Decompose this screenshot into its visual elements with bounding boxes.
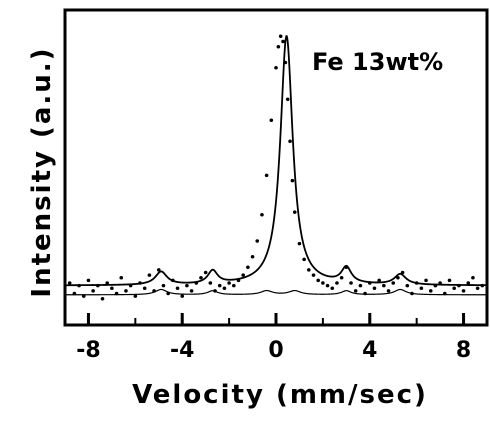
x-tick-label: 0 — [268, 338, 283, 363]
data-point — [290, 178, 295, 183]
data-point — [302, 257, 306, 262]
y-axis-title: Intensity (a.u.) — [27, 46, 57, 297]
data-point — [471, 275, 475, 280]
data-point — [386, 289, 391, 293]
data-point — [475, 286, 480, 291]
data-point — [335, 281, 339, 285]
data-point — [466, 281, 471, 285]
data-point — [180, 294, 185, 298]
data-point — [372, 286, 377, 291]
data-point — [321, 281, 325, 285]
data-point — [222, 286, 227, 291]
data-point — [358, 283, 363, 288]
data-point — [147, 273, 152, 277]
data-point — [189, 289, 194, 293]
x-tick-label: 4 — [362, 338, 377, 363]
data-point — [452, 286, 456, 291]
data-point — [124, 289, 128, 293]
data-point — [105, 281, 109, 285]
data-point — [316, 278, 321, 283]
data-point — [382, 283, 386, 288]
data-point — [297, 241, 302, 246]
data-point — [428, 289, 433, 293]
data-point — [281, 39, 285, 44]
data-point — [227, 281, 231, 285]
x-axis-tick-labels: -8 -4 0 4 8 — [76, 338, 471, 363]
data-point — [396, 275, 400, 280]
data-point — [208, 281, 213, 285]
data-point — [353, 289, 358, 293]
data-point — [203, 270, 208, 275]
data-point — [133, 294, 138, 298]
data-point — [199, 275, 203, 280]
x-axis-ticks — [86, 313, 466, 325]
x-tick-label: -8 — [76, 338, 100, 363]
data-point — [100, 296, 105, 301]
data-point — [424, 278, 428, 283]
data-point — [405, 283, 410, 288]
data-point — [278, 34, 283, 39]
fit-curve — [65, 35, 487, 287]
data-point — [274, 65, 278, 70]
x-axis-title: Velocity (mm/sec) — [132, 380, 428, 410]
fit-curves — [65, 35, 487, 296]
annotation-label: Fe 13wt% — [312, 48, 443, 76]
data-point — [260, 212, 264, 217]
data-point — [311, 273, 316, 277]
data-point — [161, 283, 166, 288]
data-point — [91, 289, 95, 293]
data-point — [447, 278, 452, 283]
data-point — [110, 286, 114, 291]
data-point — [156, 268, 161, 272]
data-point — [241, 273, 245, 277]
data-point — [119, 275, 124, 280]
x-tick-label: 8 — [456, 338, 471, 363]
data-point — [185, 283, 189, 288]
data-point — [391, 281, 396, 285]
data-point — [217, 283, 222, 288]
data-point — [285, 97, 290, 102]
data-point — [86, 278, 91, 283]
data-point — [349, 281, 353, 285]
data-point — [269, 118, 274, 123]
data-point — [288, 139, 292, 144]
data-point — [330, 286, 335, 291]
subspectrum-curve — [65, 288, 487, 296]
data-point — [292, 210, 297, 214]
data-point — [246, 265, 250, 270]
data-point — [339, 275, 344, 280]
data-point — [250, 254, 255, 259]
data-point — [232, 283, 236, 288]
data-point — [461, 289, 466, 293]
data-point — [307, 268, 311, 272]
data-point — [255, 239, 260, 243]
data-point — [67, 281, 72, 285]
data-point — [264, 173, 269, 178]
data-point — [377, 278, 381, 283]
x-tick-label: -4 — [170, 338, 194, 363]
data-point — [325, 283, 330, 288]
data-point — [142, 286, 147, 291]
data-point — [276, 44, 281, 49]
data-point — [175, 286, 180, 291]
data-point — [419, 286, 424, 291]
